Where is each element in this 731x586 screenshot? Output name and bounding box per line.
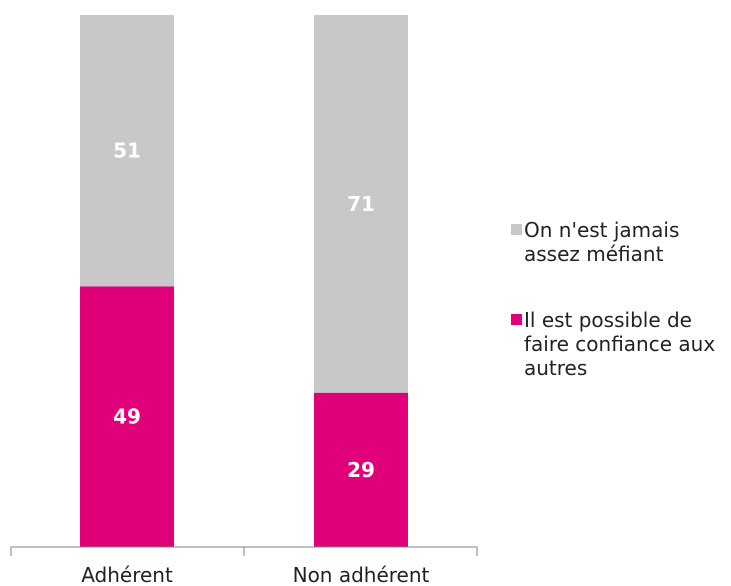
bar-segment-non-adherent-mefiant [314,15,408,393]
bar-segment-adherent-mefiant [80,15,174,287]
data-label-adherent-mefiant: 51 [113,139,141,163]
category-label-adherent: Adhérent [81,563,173,586]
legend-label-confiance: Il est possible de faire confiance aux a… [524,308,716,380]
legend-label-mefiant: On n'est jamais assez méfiant [524,218,680,266]
bar-segment-non-adherent-confiance [314,392,408,547]
legend-swatch-confiance [511,314,522,325]
data-label-non-adherent-confiance: 29 [347,458,375,482]
x-axis [10,546,478,556]
category-labels: Adhérent Non adhérent [81,563,429,586]
data-label-non-adherent-mefiant: 71 [347,192,375,216]
bars-layer [80,15,408,547]
data-label-adherent-confiance: 49 [113,405,141,429]
bar-segment-adherent-confiance [80,286,174,547]
legend-swatch-mefiant [511,224,522,235]
data-labels-layer: 49 51 29 71 [113,139,375,482]
category-label-non-adherent: Non adhérent [293,563,430,586]
